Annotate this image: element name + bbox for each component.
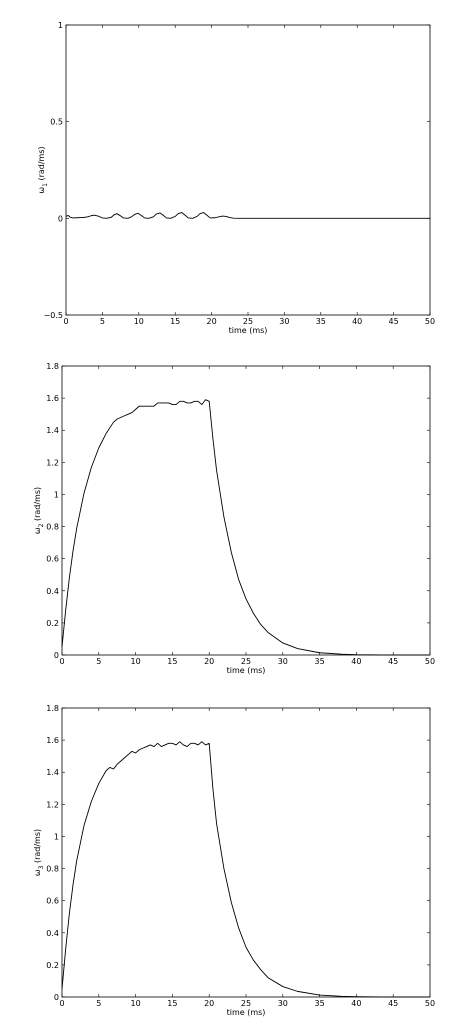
- y-axis-label: ω3 (rad/ms): [33, 829, 45, 876]
- x-tick-label: 0: [59, 999, 64, 1008]
- x-axis-label: time (ms): [227, 1008, 266, 1017]
- x-tick-label: 25: [243, 317, 253, 326]
- x-tick-label: 20: [207, 317, 217, 326]
- y-tick-label: 1.4: [46, 768, 59, 777]
- x-tick-label: 40: [352, 317, 362, 326]
- x-tick-label: 10: [134, 317, 144, 326]
- y-tick-label: 1.6: [46, 394, 59, 403]
- x-tick-label: 15: [170, 317, 180, 326]
- x-tick-label: 35: [315, 657, 325, 666]
- x-axis-label: time (ms): [229, 326, 268, 335]
- y-tick-label: 0: [58, 214, 63, 223]
- x-tick-label: 15: [167, 999, 177, 1008]
- x-tick-label: 30: [278, 999, 288, 1008]
- y-tick-label: −0.5: [44, 311, 63, 320]
- y-tick-label: 0.8: [46, 865, 59, 874]
- x-tick-label: 45: [388, 657, 398, 666]
- y-tick-label: 0.2: [46, 619, 59, 628]
- x-tick-label: 5: [100, 317, 105, 326]
- x-tick-label: 20: [204, 999, 214, 1008]
- y-tick-label: 0: [54, 993, 59, 1002]
- y-tick-label: 0.4: [46, 587, 59, 596]
- y-tick-label: 1.2: [46, 458, 59, 467]
- y-tick-label: 0.6: [46, 555, 59, 564]
- x-tick-label: 10: [131, 999, 141, 1008]
- x-tick-label: 40: [351, 999, 361, 1008]
- x-tick-label: 35: [316, 317, 326, 326]
- y-axis-label: ω1 (rad/ms): [37, 146, 49, 193]
- y-tick-label: 1.2: [46, 800, 59, 809]
- x-tick-label: 10: [131, 657, 141, 666]
- x-tick-label: 25: [241, 657, 251, 666]
- y-axis-label: ω2 (rad/ms): [33, 487, 45, 534]
- x-axis-label: time (ms): [227, 666, 266, 675]
- x-tick-label: 50: [425, 657, 435, 666]
- x-tick-label: 50: [425, 999, 435, 1008]
- y-tick-label: 1.6: [46, 736, 59, 745]
- x-tick-label: 40: [351, 657, 361, 666]
- series-line: [61, 741, 430, 998]
- y-tick-label: 1.8: [46, 704, 59, 713]
- y-tick-label: 0.8: [46, 523, 59, 532]
- x-tick-label: 45: [389, 317, 399, 326]
- series-line: [61, 399, 430, 656]
- panel-omega-2: 0 5 10 15 20 25 30 35 40 45 50 0 0.2 0.4 0.6 0.8 1 1.2 1.4…: [33, 362, 435, 675]
- x-tick-label: 30: [278, 657, 288, 666]
- x-tick-label: 30: [279, 317, 289, 326]
- series-line: [65, 212, 430, 219]
- y-tick-label: 1: [54, 490, 59, 499]
- panel-omega-3: 0 5 10 15 20 25 30 35 40 45 50 0 0.2 0.4 0.6 0.8 1 1.2 1.4…: [33, 704, 435, 1017]
- y-tick-label: 0.6: [46, 897, 59, 906]
- x-tick-label: 5: [96, 657, 101, 666]
- y-tick-label: 1: [54, 832, 59, 841]
- x-tick-label: 50: [425, 317, 435, 326]
- x-tick-label: 0: [59, 657, 64, 666]
- x-tick-label: 20: [204, 657, 214, 666]
- x-tick-label: 5: [96, 999, 101, 1008]
- x-tick-label: 35: [315, 999, 325, 1008]
- y-tick-label: 1: [58, 21, 63, 30]
- y-tick-label: 0.4: [46, 929, 59, 938]
- y-tick-label: 0.5: [50, 118, 63, 127]
- x-tick-label: 15: [167, 657, 177, 666]
- x-tick-label: 0: [63, 317, 68, 326]
- y-tick-label: 1.4: [46, 426, 59, 435]
- y-tick-label: 0.2: [46, 961, 59, 970]
- y-tick-label: 1.8: [46, 362, 59, 371]
- y-tick-label: 0: [54, 651, 59, 660]
- x-tick-label: 45: [388, 999, 398, 1008]
- x-tick-label: 25: [241, 999, 251, 1008]
